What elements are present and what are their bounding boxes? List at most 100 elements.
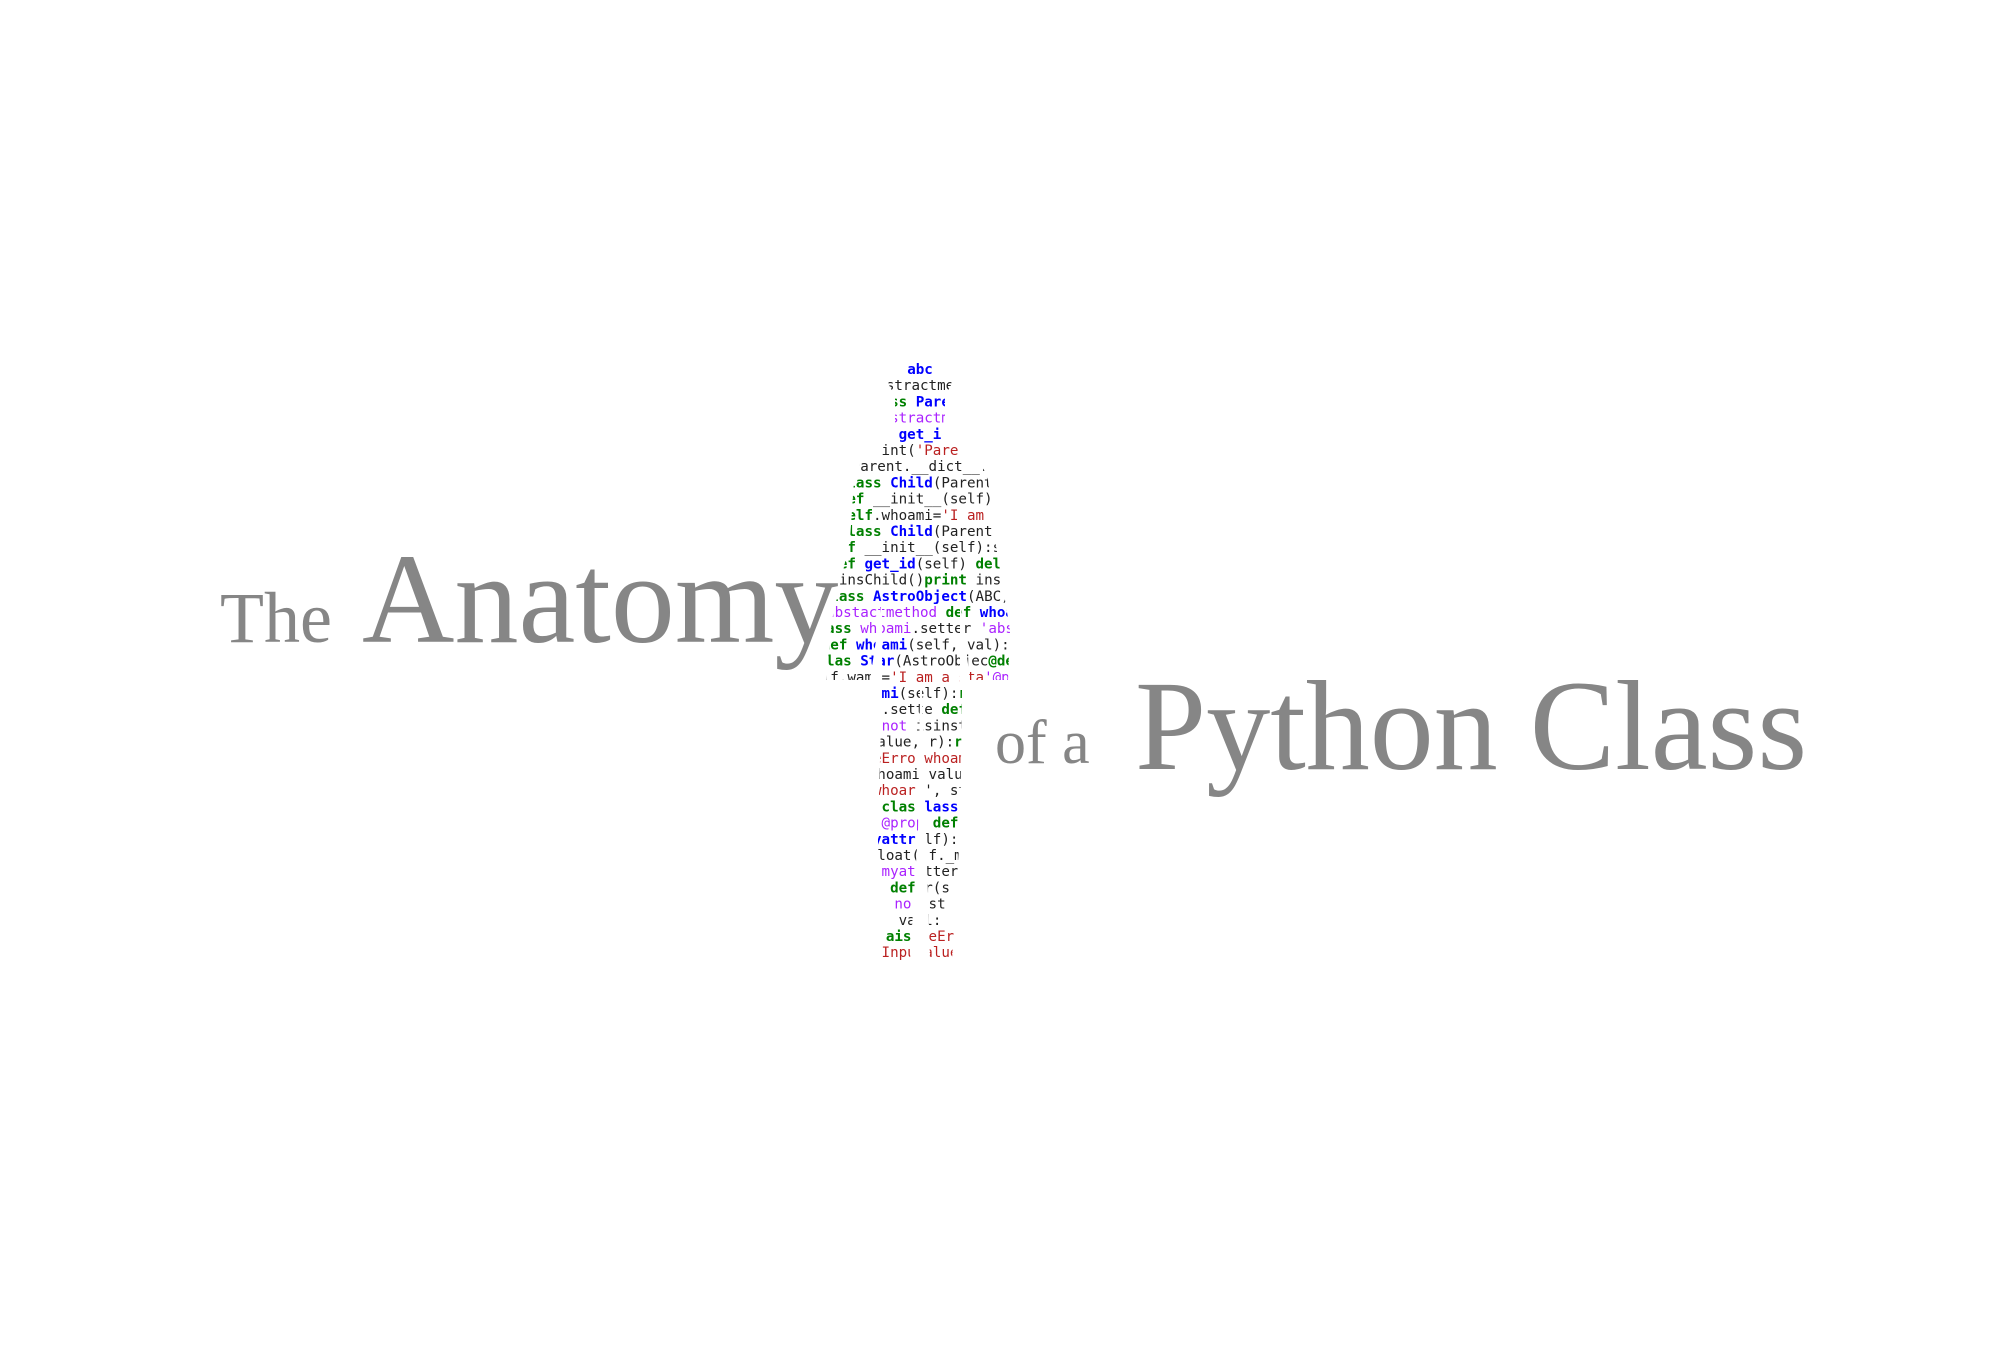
- code-token: r):: [920, 735, 954, 751]
- title-word-anatomy: Anatomy: [362, 528, 839, 670]
- code-token: whoa: [980, 605, 1014, 621]
- code-token: Parent.__dict__.: [852, 459, 989, 475]
- code-token: .whoami=: [873, 508, 941, 524]
- code-token: whoami: [847, 686, 899, 702]
- code-token: float(: [869, 848, 920, 864]
- code-token: value,: [869, 735, 920, 751]
- code-token: wh: [976, 702, 993, 718]
- code-token: __init__(self):se: [864, 540, 1009, 556]
- code-line: Inpu alue: [882, 945, 959, 960]
- code-token: Child: [890, 524, 933, 540]
- code-token: ', st: [916, 783, 967, 799]
- code-token: pass: [817, 621, 860, 637]
- code-token: (self, val: [907, 637, 992, 653]
- code-token: ra: [954, 735, 971, 751]
- code-token: '@prop: [984, 670, 1035, 686]
- code-token: whoami: [856, 637, 908, 653]
- code-token: no: [894, 897, 911, 913]
- code-line: class Child(Parent): [839, 524, 1001, 540]
- code-line: myattr lf):re: [864, 832, 975, 848]
- code-token: AstroObject: [873, 589, 967, 605]
- code-line: class Child(Parent): [839, 475, 1001, 491]
- code-token: stractm: [890, 411, 950, 427]
- code-token: def: [830, 540, 864, 556]
- code-token: clas: [882, 799, 916, 815]
- code-token: class: [822, 589, 873, 605]
- code-token: ins: [839, 573, 865, 589]
- code-token: self.w: [805, 670, 857, 686]
- code-line: Parent.__dict__.: [852, 459, 989, 475]
- code-line: @wh..sette def wh: [847, 702, 992, 718]
- code-line: def whoami(self, val):p: [822, 637, 1018, 653]
- code-token: myattr: [864, 832, 915, 848]
- code-token: @prop: [882, 816, 925, 832]
- code-token: 'I am a: [941, 508, 1001, 524]
- code-line: myat tter: [882, 864, 959, 880]
- code-token: deli: [976, 556, 1011, 572]
- code-token: isinsta: [907, 718, 975, 734]
- code-token: stractme: [886, 378, 954, 394]
- code-line: clas Star(AstroObjec@def: [817, 654, 1022, 670]
- code-token: Child(): [864, 573, 924, 589]
- title-word-python-class: Python Class: [1135, 655, 1808, 797]
- code-line: no nst: [894, 897, 945, 913]
- code-token: def: [933, 702, 976, 718]
- code-line: self.wami='I am a sta'@prop: [805, 670, 1036, 686]
- code-token: @def: [988, 654, 1022, 670]
- code-token: def: [839, 492, 873, 508]
- code-token: whoami: [869, 767, 920, 783]
- code-token: ):p: [993, 637, 1019, 653]
- code-token: r(s: [916, 880, 950, 896]
- code-token: sel: [993, 686, 1027, 702]
- code-line: def r(s: [890, 880, 950, 896]
- code-token: get_i: [899, 427, 942, 443]
- code-line: abstactmethod def whoa: [826, 605, 1014, 621]
- code-token: actmethod: [860, 605, 945, 621]
- code-token: __init__(self):: [873, 492, 1001, 508]
- code-token: value: [920, 767, 971, 783]
- code-line: va l:: [899, 913, 942, 929]
- code-line: def __init__(self):se: [830, 540, 1009, 556]
- code-token: l:: [916, 913, 942, 929]
- code-token: f._my: [920, 848, 971, 864]
- code-line: stractme: [886, 378, 954, 394]
- title-word-of-a: of a: [995, 709, 1090, 777]
- code-silhouette-figure: abc stractme ss Pare stractm get_i int('Pare P…: [770, 360, 1070, 960]
- code-line: f not isinsta: [864, 718, 975, 734]
- code-token: abc: [907, 362, 933, 378]
- code-token: (self):: [899, 686, 959, 702]
- code-token: tter: [916, 864, 959, 880]
- code-token: ins: [967, 573, 1001, 589]
- code-token: (self): [916, 556, 976, 572]
- code-token: alue: [916, 945, 959, 960]
- code-token: whoar: [873, 783, 916, 799]
- code-token: def: [830, 556, 864, 572]
- code-line: whoami value: [869, 767, 972, 783]
- code-token: def: [946, 605, 980, 621]
- code-line: aise eEr: [886, 929, 954, 945]
- code-token: class: [839, 475, 890, 491]
- code-token: self: [839, 508, 873, 524]
- code-line: @prop def: [882, 816, 959, 832]
- code-token: Inpu: [882, 945, 916, 960]
- code-token: 'I am a sta: [890, 670, 984, 686]
- code-token: Child: [890, 475, 933, 491]
- code-token: (ABC):: [967, 589, 1018, 605]
- code-token: clas: [817, 654, 860, 670]
- code-line: whoar ', st: [873, 783, 967, 799]
- code-token: aise: [886, 929, 920, 945]
- code-token: ss: [890, 394, 916, 410]
- code-token: (Parent): [933, 475, 1001, 491]
- code-token: whoami: [860, 621, 911, 637]
- code-token: 'Pare: [916, 443, 959, 459]
- code-token: print: [924, 573, 967, 589]
- code-line: clas lass: [882, 799, 959, 815]
- code-token: Star: [860, 654, 894, 670]
- code-line: ss Pare: [890, 394, 950, 410]
- code-line: def __init__(self):: [839, 492, 1001, 508]
- code-token: (Parent): [933, 524, 1001, 540]
- code-line: def whoami(self):retu sel: [813, 686, 1027, 702]
- code-token: 'absv: [980, 621, 1023, 637]
